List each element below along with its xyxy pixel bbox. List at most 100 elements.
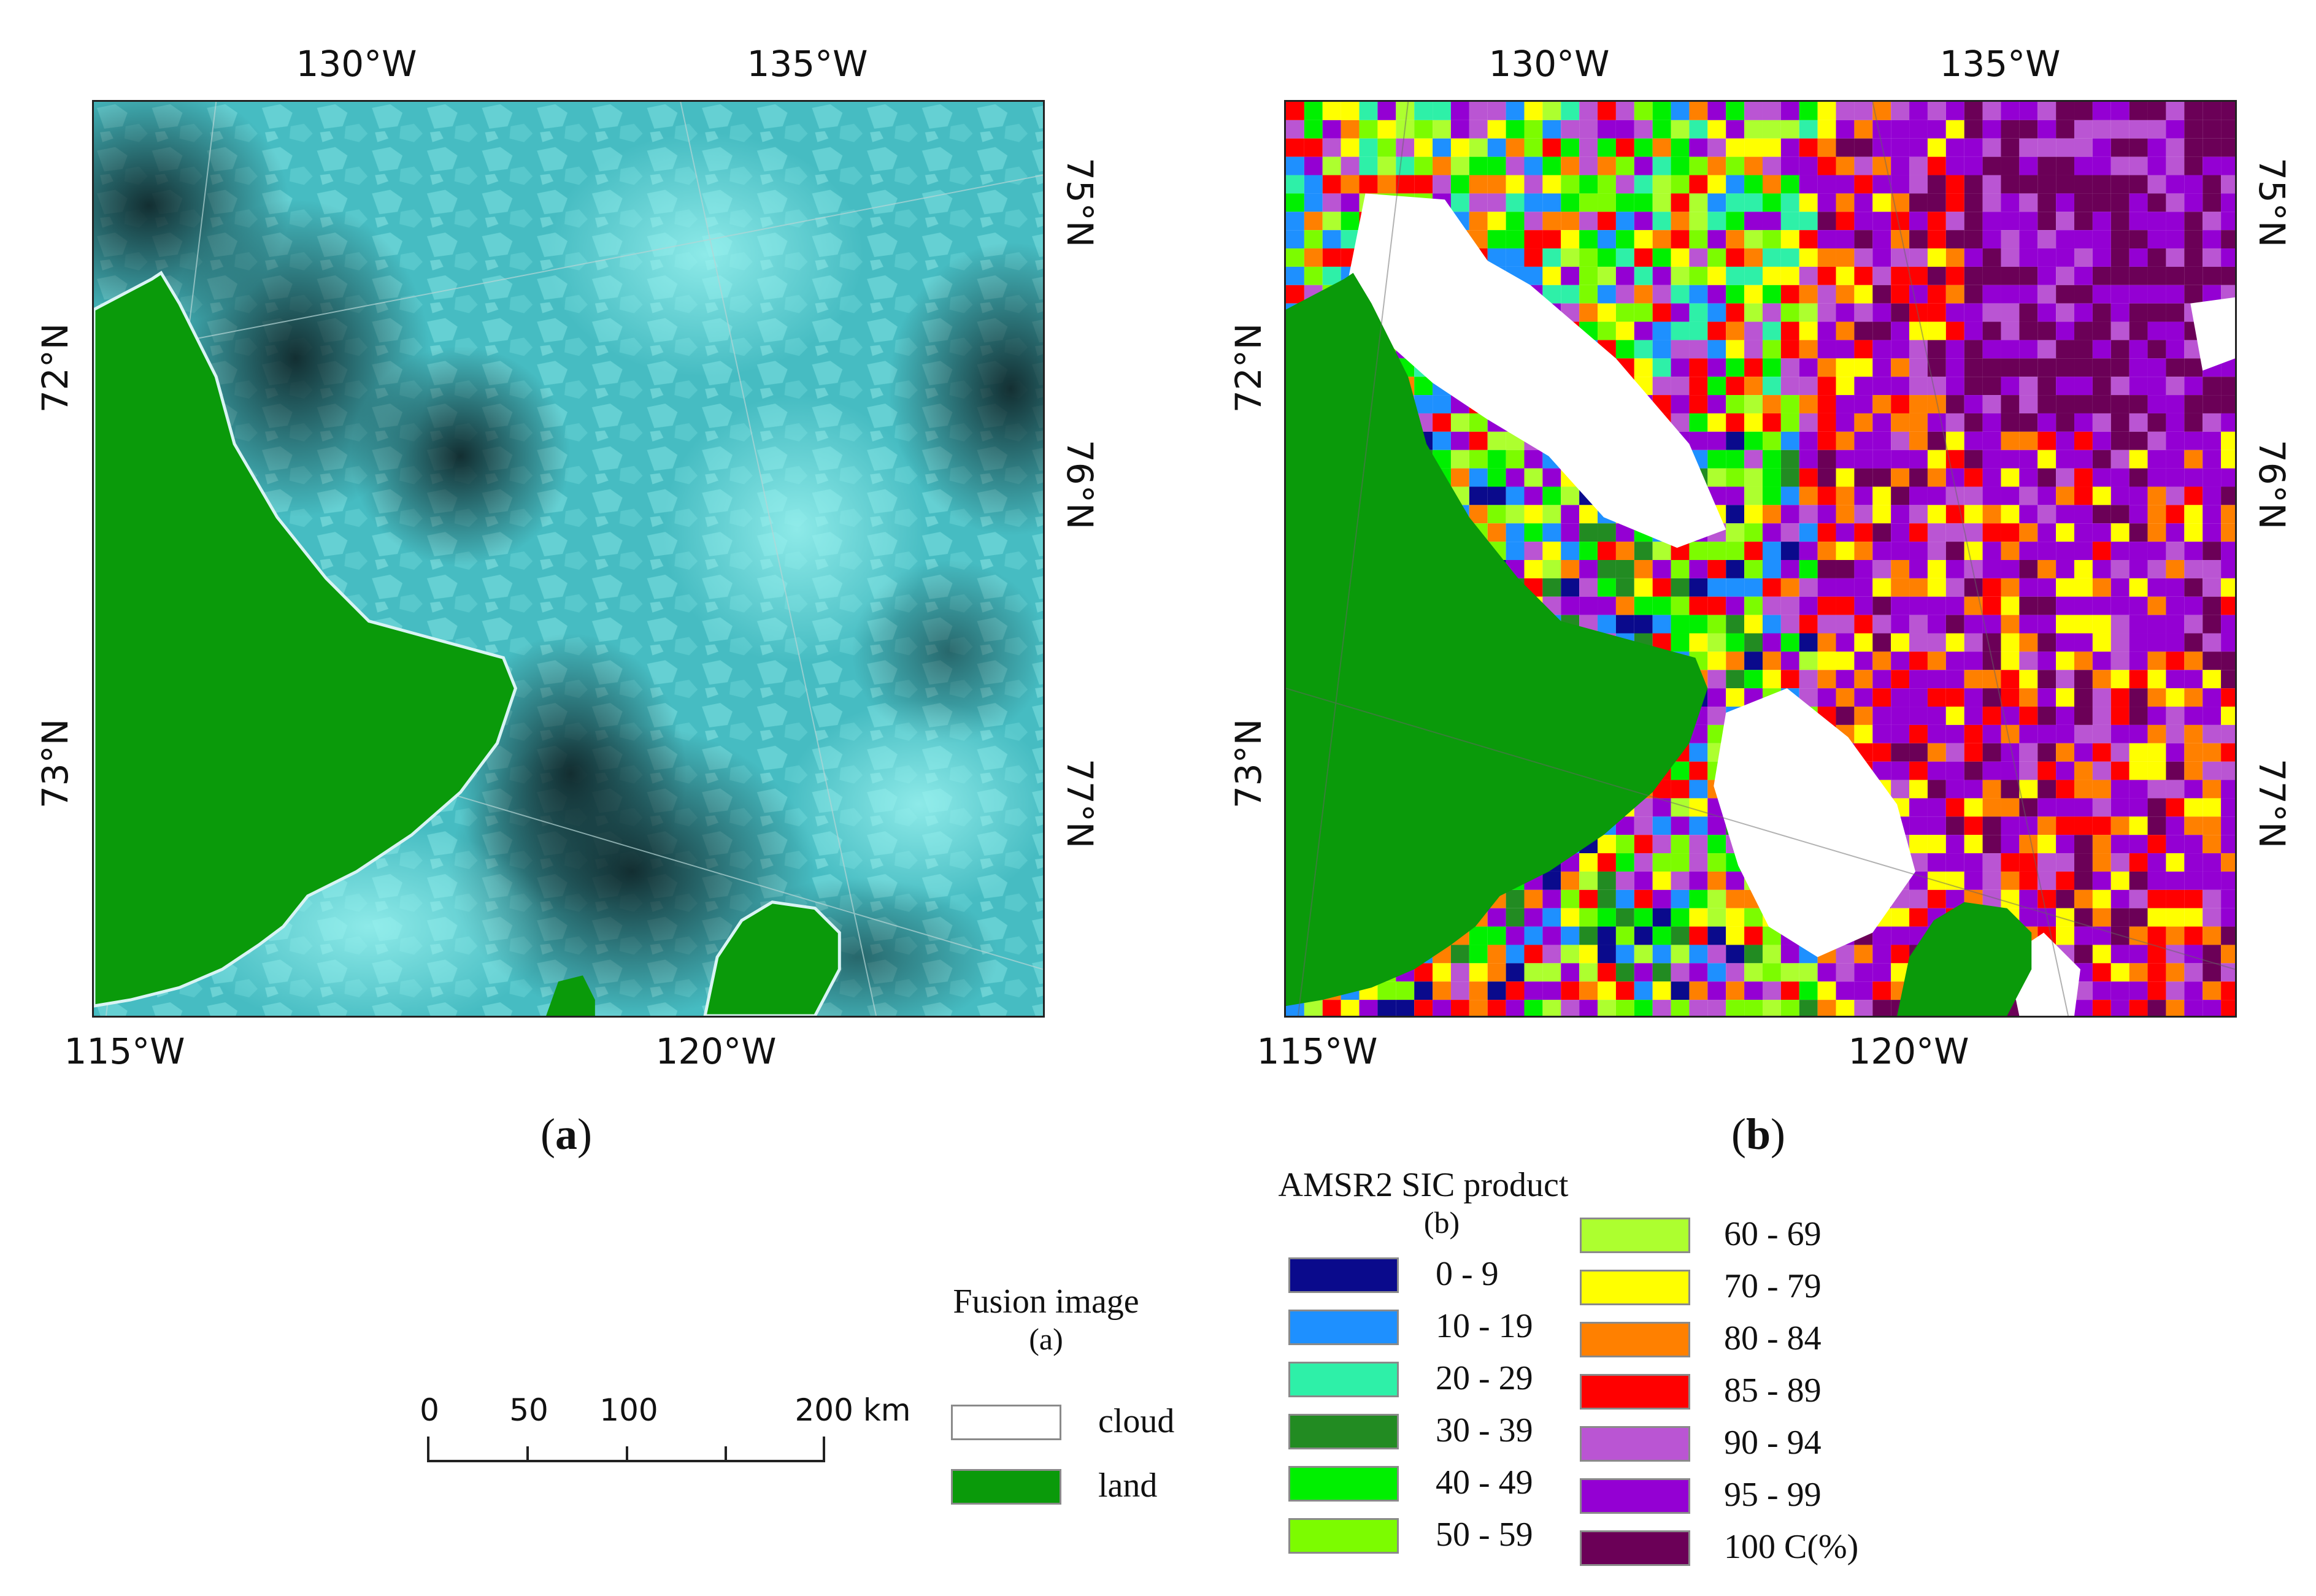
sic-legend-swatch [1580,1322,1690,1357]
sic-cell [1817,413,1836,432]
sic-cell [1726,431,1745,450]
sic-cell [1689,615,1708,634]
sic-cell [2074,651,2093,670]
sic-cell [1615,853,1634,872]
sic-cell [2166,431,2185,450]
sic-cell [2203,175,2222,194]
sic-cell [1304,212,1323,231]
sic-cell [2074,102,2093,120]
sic-cell [2203,651,2222,670]
sic-cell [1726,377,1745,396]
sic-cell [1817,963,1836,982]
sic-cell [1817,321,1836,340]
sic-cell [1615,285,1634,304]
sic-cell [2056,193,2075,212]
sic-cell [1671,156,1690,175]
sic-cell [2110,431,2129,450]
sic-cell [2129,798,2148,817]
sic-cell [1561,266,1580,285]
sic-cell [1634,266,1653,285]
sic-cell [1744,670,1763,689]
sic-cell [2092,321,2111,340]
sic-cell [1854,542,1873,560]
sic-cell [2203,835,2222,854]
sic-cell [2092,688,2111,707]
sic-cell [2037,248,2056,267]
sic-cell [2221,743,2235,762]
sic-cell [1286,193,1304,212]
sic-cell [2129,707,2148,725]
sic-cell [1982,468,2001,487]
sic-cell [1469,1000,1488,1016]
sic-cell [1433,156,1451,175]
sic-cell [1836,303,1855,322]
sic-cell [1506,963,1525,982]
sic-cell [1836,321,1855,340]
sic-cell [2056,377,2075,396]
sic-cell [2129,908,2148,927]
sic-cell [1707,175,1726,194]
sic-cell [1927,193,1946,212]
sic-cell [1652,542,1671,560]
sic-cell [2129,615,2148,634]
sic-cell [2056,431,2075,450]
sic-cell [1964,670,1983,689]
sic-cell [2129,340,2148,359]
sic-cell [2147,303,2166,322]
sic-cell [1506,908,1525,927]
sic-cell [1836,1000,1855,1016]
sic-cell [1909,542,1928,560]
sic-cell [2019,761,2038,780]
sic-cell [2184,798,2203,817]
sic-cell [2129,523,2148,542]
sic-cell [2110,358,2129,377]
sic-cell [2074,853,2093,872]
sic-cell [1780,120,1799,139]
sic-cell [1689,138,1708,157]
sic-cell [1726,395,1745,413]
a-right-tick-75n: 75°N [1059,157,1101,248]
sic-cell [1433,981,1451,1000]
sic-cell [1836,120,1855,139]
sic-cell [1524,559,1543,578]
sic-cell [1359,102,1378,120]
sic-cell [2184,780,2203,799]
sic-cell [1744,505,1763,524]
sic-cell [1579,596,1598,615]
sic-cell [1762,358,1781,377]
sic-cell [1872,688,1891,707]
sic-cell [1561,193,1580,212]
land-west-b [1286,272,1708,1007]
sic-cell [2203,578,2222,597]
sic-cell [1561,596,1580,615]
sic-cell [2001,688,2020,707]
sic-cell [1542,945,1561,964]
sic-cell [1964,871,1983,890]
sic-cell [1872,926,1891,945]
sic-cell [1891,340,1910,359]
sic-cell [1762,468,1781,487]
sic-cell [1817,633,1836,652]
sic-cell [1542,156,1561,175]
sic-cell [1579,266,1598,285]
sic-cell [1891,377,1910,396]
sic-cell [1542,578,1561,597]
sic-cell [2092,559,2111,578]
sic-cell [1964,138,1983,157]
sic-cell [1671,780,1690,799]
scale-label-50: 50 [509,1392,548,1428]
sic-cell [1469,193,1488,212]
sic-cell [1945,413,1964,432]
sic-cell [2110,248,2129,267]
sic-cell [1982,816,2001,835]
sic-cell [2129,835,2148,854]
sic-cell [1780,1000,1799,1016]
fusion-image-map [92,100,1045,1018]
sic-cell [1689,175,1708,194]
sic-cell [2056,798,2075,817]
sic-cell [2203,468,2222,487]
sic-cell [2019,468,2038,487]
sic-cell [1561,908,1580,927]
sic-cell [2001,340,2020,359]
sic-cell [1964,468,1983,487]
